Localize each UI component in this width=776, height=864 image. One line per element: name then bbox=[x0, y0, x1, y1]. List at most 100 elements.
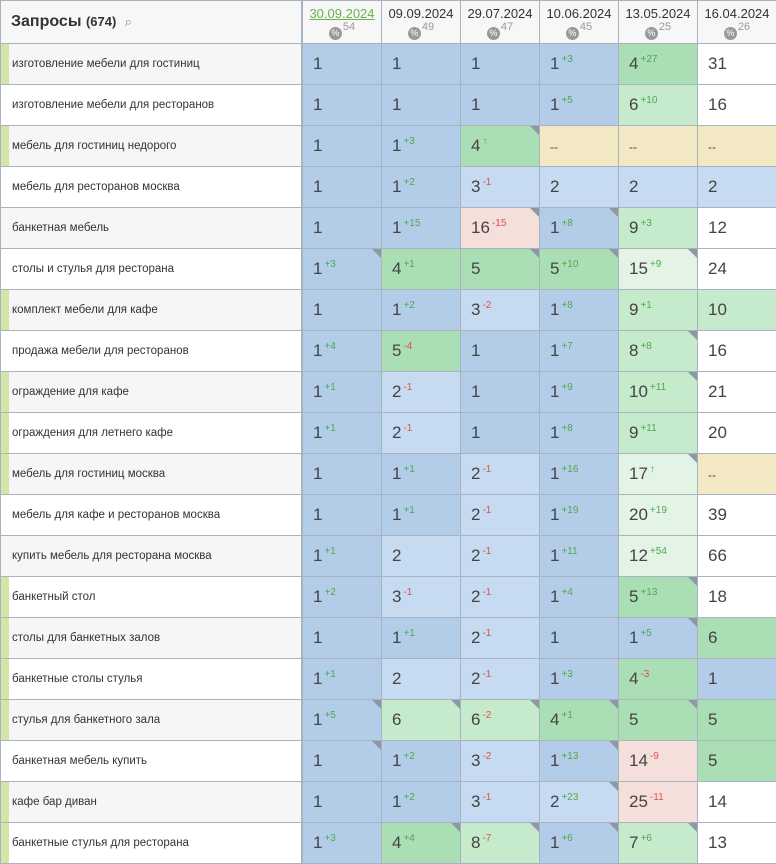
query-cell[interactable]: столы и стулья для ресторана bbox=[0, 248, 303, 290]
position-cell[interactable]: 1 +5 bbox=[618, 617, 698, 659]
position-cell[interactable]: 1 +5 bbox=[539, 84, 619, 126]
position-cell[interactable]: 12 bbox=[697, 207, 776, 249]
note-corner-icon[interactable] bbox=[688, 823, 697, 832]
note-corner-icon[interactable] bbox=[609, 700, 618, 709]
position-cell[interactable]: 5 bbox=[697, 699, 776, 741]
queries-header[interactable]: Запросы (674) ⌕ bbox=[0, 0, 303, 44]
position-cell[interactable]: 1 bbox=[460, 412, 540, 454]
position-cell[interactable]: 66 bbox=[697, 535, 776, 577]
position-cell[interactable]: 1 bbox=[301, 781, 382, 823]
position-cell[interactable]: 18 bbox=[697, 576, 776, 618]
position-cell[interactable]: 1 bbox=[460, 330, 540, 372]
position-cell[interactable]: 1 +6 bbox=[539, 822, 619, 864]
position-cell[interactable]: -- bbox=[618, 125, 698, 167]
position-cell[interactable]: 6 -2 bbox=[460, 699, 540, 741]
position-cell[interactable]: 1 +19 bbox=[539, 494, 619, 536]
position-cell[interactable]: 4 +1 bbox=[381, 248, 461, 290]
position-cell[interactable]: 2 -1 bbox=[460, 617, 540, 659]
position-cell[interactable]: 1 +13 bbox=[539, 740, 619, 782]
note-corner-icon[interactable] bbox=[372, 700, 381, 709]
position-cell[interactable]: 1 +1 bbox=[301, 412, 382, 454]
position-cell[interactable]: 14 -9 bbox=[618, 740, 698, 782]
position-cell[interactable]: 16 -15 bbox=[460, 207, 540, 249]
query-cell[interactable]: ограждения для летнего кафе bbox=[0, 412, 303, 454]
position-cell[interactable]: 1 bbox=[301, 166, 382, 208]
position-cell[interactable]: 1 bbox=[301, 207, 382, 249]
percent-icon[interactable]: % bbox=[565, 27, 579, 40]
position-cell[interactable]: 1 +1 bbox=[301, 658, 382, 700]
position-cell[interactable]: 16 bbox=[697, 84, 776, 126]
position-cell[interactable]: 6 bbox=[697, 617, 776, 659]
query-cell[interactable]: стулья для банкетного зала bbox=[0, 699, 303, 741]
note-corner-icon[interactable] bbox=[688, 618, 697, 627]
date-label[interactable]: 30.09.2024 bbox=[309, 6, 375, 21]
query-cell[interactable]: комплект мебели для кафе bbox=[0, 289, 303, 331]
position-cell[interactable]: 8 +8 bbox=[618, 330, 698, 372]
note-corner-icon[interactable] bbox=[451, 823, 460, 832]
position-cell[interactable]: 5 bbox=[618, 699, 698, 741]
position-cell[interactable]: 5 bbox=[460, 248, 540, 290]
position-cell[interactable]: 1 bbox=[301, 43, 382, 85]
position-cell[interactable]: 5 bbox=[697, 740, 776, 782]
query-cell[interactable]: мебель для гостиниц москва bbox=[0, 453, 303, 495]
position-cell[interactable]: 25 -11 bbox=[618, 781, 698, 823]
position-cell[interactable]: -- bbox=[697, 453, 776, 495]
note-corner-icon[interactable] bbox=[609, 823, 618, 832]
position-cell[interactable]: 1 bbox=[539, 617, 619, 659]
position-cell[interactable]: 3 -1 bbox=[460, 166, 540, 208]
position-cell[interactable]: 4 -3 bbox=[618, 658, 698, 700]
position-cell[interactable]: 3 -1 bbox=[460, 781, 540, 823]
position-cell[interactable]: 2 bbox=[381, 658, 461, 700]
position-cell[interactable]: 3 -2 bbox=[460, 289, 540, 331]
date-label[interactable]: 10.06.2024 bbox=[546, 6, 612, 21]
position-cell[interactable]: 1 bbox=[301, 740, 382, 782]
query-cell[interactable]: изготовление мебели для гостиниц bbox=[0, 43, 303, 85]
percent-icon[interactable]: % bbox=[486, 27, 500, 40]
query-cell[interactable]: банкетный стол bbox=[0, 576, 303, 618]
position-cell[interactable]: 2 -1 bbox=[460, 576, 540, 618]
note-corner-icon[interactable] bbox=[609, 208, 618, 217]
position-cell[interactable]: 1 +3 bbox=[539, 43, 619, 85]
position-cell[interactable]: 1 +1 bbox=[301, 535, 382, 577]
position-cell[interactable]: 6 +10 bbox=[618, 84, 698, 126]
query-cell[interactable]: мебель для гостиниц недорого bbox=[0, 125, 303, 167]
position-cell[interactable]: 1 bbox=[301, 617, 382, 659]
position-cell[interactable]: 5 +10 bbox=[539, 248, 619, 290]
query-cell[interactable]: ограждение для кафе bbox=[0, 371, 303, 413]
position-cell[interactable]: 2 -1 bbox=[460, 494, 540, 536]
position-cell[interactable]: 7 +6 bbox=[618, 822, 698, 864]
note-corner-icon[interactable] bbox=[609, 741, 618, 750]
note-corner-icon[interactable] bbox=[530, 126, 539, 135]
date-label[interactable]: 13.05.2024 bbox=[625, 6, 691, 21]
position-cell[interactable]: 1 +4 bbox=[539, 576, 619, 618]
query-cell[interactable]: продажа мебели для ресторанов bbox=[0, 330, 303, 372]
note-corner-icon[interactable] bbox=[530, 700, 539, 709]
date-label[interactable]: 16.04.2024 bbox=[704, 6, 770, 21]
position-cell[interactable]: 1 bbox=[460, 43, 540, 85]
note-corner-icon[interactable] bbox=[688, 577, 697, 586]
position-cell[interactable]: 1 +1 bbox=[301, 371, 382, 413]
position-cell[interactable]: 1 +8 bbox=[539, 289, 619, 331]
date-column-header[interactable]: 10.06.2024% 45 bbox=[539, 0, 619, 44]
note-corner-icon[interactable] bbox=[688, 454, 697, 463]
position-cell[interactable]: 10 +11 bbox=[618, 371, 698, 413]
percent-icon[interactable]: % bbox=[407, 27, 421, 40]
position-cell[interactable]: 2 bbox=[697, 166, 776, 208]
note-corner-icon[interactable] bbox=[609, 782, 618, 791]
position-cell[interactable]: 1 bbox=[301, 84, 382, 126]
position-cell[interactable]: 1 +4 bbox=[301, 330, 382, 372]
note-corner-icon[interactable] bbox=[372, 741, 381, 750]
percent-icon[interactable]: % bbox=[723, 27, 737, 40]
note-corner-icon[interactable] bbox=[530, 823, 539, 832]
search-icon[interactable]: ⌕ bbox=[124, 14, 133, 29]
position-cell[interactable]: 1 +1 bbox=[381, 494, 461, 536]
position-cell[interactable]: 1 bbox=[381, 43, 461, 85]
position-cell[interactable]: 1 +3 bbox=[381, 125, 461, 167]
query-cell[interactable]: купить мебель для ресторана москва bbox=[0, 535, 303, 577]
query-cell[interactable]: мебель для кафе и ресторанов москва bbox=[0, 494, 303, 536]
note-corner-icon[interactable] bbox=[372, 249, 381, 258]
position-cell[interactable]: 1 bbox=[301, 125, 382, 167]
position-cell[interactable]: 1 bbox=[381, 84, 461, 126]
position-cell[interactable]: 4 +27 bbox=[618, 43, 698, 85]
position-cell[interactable]: 1 bbox=[460, 371, 540, 413]
